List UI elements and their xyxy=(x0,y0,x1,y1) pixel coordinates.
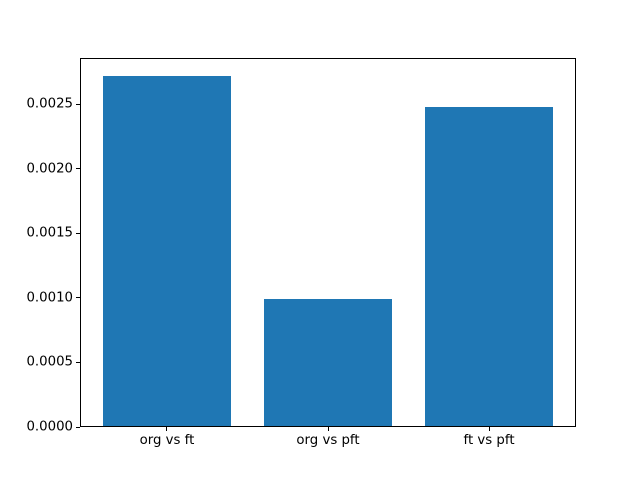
x-tick-label: org vs ft xyxy=(139,433,195,448)
y-tick-mark xyxy=(76,361,80,363)
y-tick-label: 0.0010 xyxy=(26,290,73,306)
y-tick-mark xyxy=(76,297,80,299)
x-tick-label: ft vs pft xyxy=(463,433,515,448)
y-tick-mark xyxy=(76,426,80,428)
bar-ft-vs-pft xyxy=(424,107,554,427)
x-tick-mark xyxy=(327,427,329,431)
x-tick-mark xyxy=(488,427,490,431)
y-tick-label: 0.0015 xyxy=(26,225,73,241)
y-tick-label: 0.0005 xyxy=(26,354,73,370)
x-tick-mark xyxy=(166,427,168,431)
x-tick-label: org vs pft xyxy=(296,433,360,448)
y-tick-label: 0.0025 xyxy=(26,96,73,112)
bar-org-vs-pft xyxy=(263,299,393,427)
y-tick-label: 0.0000 xyxy=(26,419,73,435)
bar-org-vs-ft xyxy=(102,76,232,427)
y-tick-mark xyxy=(76,168,80,170)
y-tick-mark xyxy=(76,103,80,105)
y-tick-mark xyxy=(76,232,80,234)
y-tick-label: 0.0020 xyxy=(26,161,73,177)
plot-area xyxy=(80,58,576,427)
